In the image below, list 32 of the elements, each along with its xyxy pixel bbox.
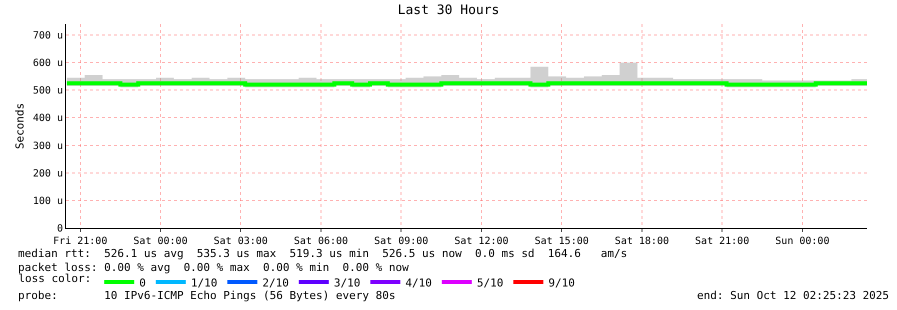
y-tick-label: 400 u	[32, 113, 63, 124]
legend-label: 5/10	[476, 276, 504, 290]
x-tick-label: Sat 06:00	[294, 236, 348, 247]
chart-title: Last 30 Hours	[398, 2, 500, 18]
x-tick-label: Sat 18:00	[614, 236, 669, 247]
legend-label: 2/10	[262, 276, 289, 290]
y-tick-label: 600 u	[32, 58, 63, 70]
y-tick-label: 200 u	[32, 168, 63, 180]
legend-label: 0	[139, 276, 146, 290]
y-axis-title: Seconds	[14, 102, 27, 150]
legend-title: loss color:	[18, 272, 92, 285]
y-tick-label: 300 u	[32, 140, 63, 152]
y-tick-label: 500 u	[32, 86, 63, 97]
x-tick-label: Sat 21:00	[695, 236, 750, 247]
x-tick-label: Sat 12:00	[454, 236, 509, 247]
y-tick-label: 0	[56, 224, 63, 234]
text: probe: 10 IPv6-ICMP Echo Pings (56 Bytes) every 80s	[18, 289, 396, 302]
x-tick-label: Sat 15:00	[534, 236, 589, 247]
legend-label: 4/10	[405, 276, 432, 290]
text: packet loss: 0.00 % avg 0.00 % max 0.00 % min 0.00 % now	[18, 261, 410, 274]
x-tick-label: Sat 09:00	[374, 236, 428, 247]
x-tick-label: Fri 21:00	[53, 236, 108, 247]
legend-label: 3/10	[334, 276, 360, 290]
legend-label: 9/10	[548, 276, 575, 290]
text: end: Sun Oct 12 02:25:23 2025	[697, 289, 890, 302]
x-tick-label: Sat 03:00	[214, 236, 268, 247]
y-tick-label: 700 u	[32, 30, 63, 42]
legend-label: 1/10	[190, 276, 218, 290]
text: median rtt: 526.1 us avg 535.3 us max 519.3 us min 526.5 us now 0.0 ms sd 164.6 am/s	[18, 247, 628, 260]
y-tick-label: 100 u	[32, 196, 63, 207]
x-tick-label: Sat 00:00	[133, 236, 188, 247]
x-tick-label: Sun 00:00	[775, 236, 830, 247]
